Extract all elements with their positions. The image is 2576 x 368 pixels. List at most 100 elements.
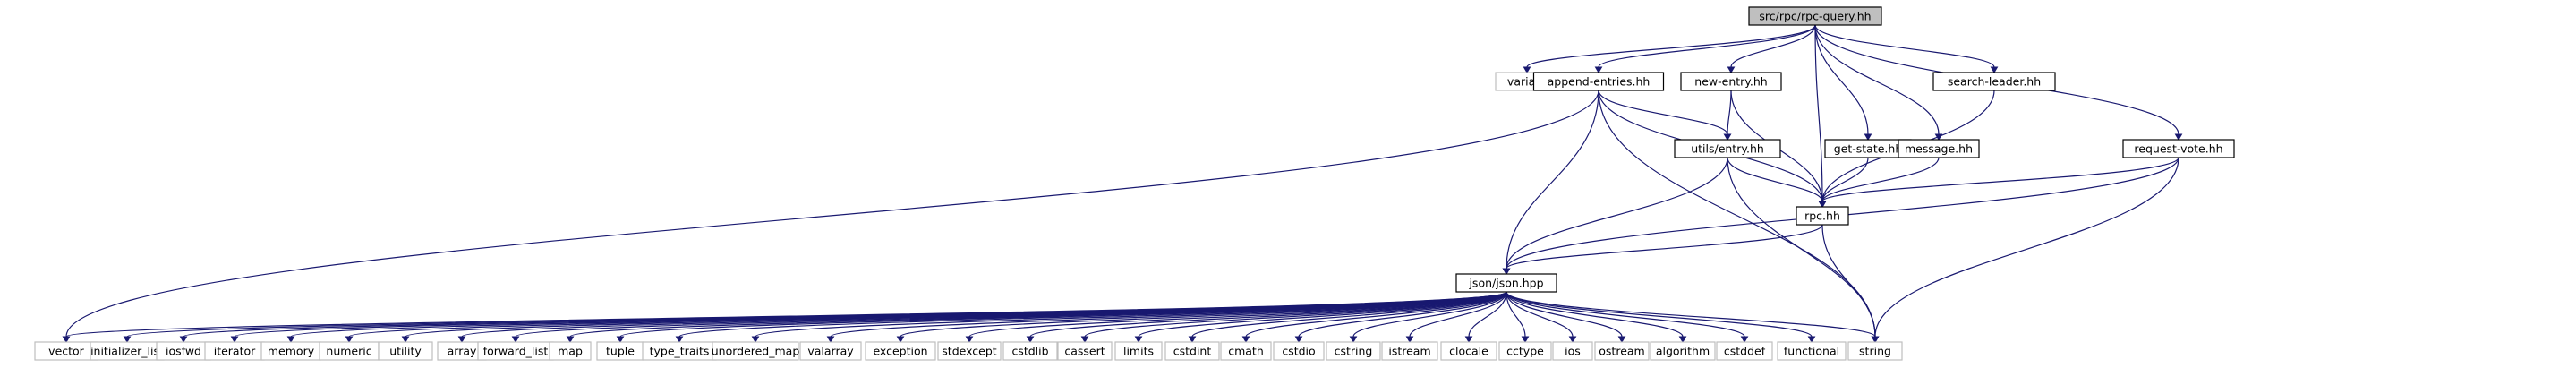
edge-arrowhead (1521, 336, 1530, 343)
edge-arrowhead (1294, 336, 1303, 343)
node-label: type_traits (650, 345, 710, 358)
edge-arrowhead (896, 336, 905, 343)
node-label: forward_list (483, 345, 549, 358)
edge-json-to-functional (1506, 291, 1816, 343)
edge-root-to-newentry (1727, 24, 1816, 73)
edge-append-to-json (1502, 90, 1599, 275)
edge-arrowhead (401, 336, 410, 343)
edge-arrowhead (1349, 336, 1358, 343)
node-cmath: cmath (1220, 341, 1272, 361)
edge-arrowhead (1871, 336, 1880, 343)
edge-getstate-to-rpc (1818, 157, 1869, 208)
edge-arrowhead (826, 336, 835, 343)
node-label: json/json.hpp (1468, 277, 1543, 290)
node-box (799, 341, 862, 361)
edge-line (1506, 291, 1813, 338)
edge-json-to-exception (896, 291, 1507, 343)
edge-arrowhead (1241, 336, 1250, 343)
node-label: cctype (1506, 345, 1544, 358)
node-cassert: cassert (1057, 341, 1113, 361)
node-cctype: cctype (1498, 341, 1552, 361)
edge-line (1298, 291, 1507, 338)
edge-arrowhead (457, 336, 466, 343)
edge-json-to-cstring (1349, 291, 1507, 343)
node-label: array (448, 345, 477, 358)
node-search[interactable]: search-leader.hh (1932, 72, 2056, 91)
node-label: limits (1123, 345, 1154, 358)
edge-json-to-cctype (1506, 291, 1530, 343)
node-iosfwd: iosfwd (156, 341, 211, 361)
edge-line (1727, 157, 1823, 202)
edge-line (1084, 291, 1507, 338)
node-rpc[interactable]: rpc.hh (1796, 206, 1849, 226)
edge-line (1821, 157, 1940, 202)
node-label: exception (873, 345, 927, 358)
node-label: ios (1565, 345, 1581, 358)
node-label: cstdint (1173, 345, 1212, 358)
node-newentry[interactable]: new-entry.hh (1680, 72, 1782, 91)
edge-line (1727, 157, 1876, 338)
node-box (1898, 139, 1980, 158)
edge-arrowhead (1464, 336, 1473, 343)
edge-line (1730, 24, 1816, 68)
node-box (1796, 206, 1849, 226)
node-getstate[interactable]: get-state.hh (1824, 139, 1912, 158)
node-utilsentry[interactable]: utils/entry.hh (1674, 139, 1781, 158)
node-root[interactable]: src/rpc/rpc-query.hh (1748, 6, 1882, 26)
node-label: src/rpc/rpc-query.hh (1759, 10, 1871, 23)
node-box (1932, 72, 2056, 91)
node-reqvote[interactable]: request-vote.hh (2122, 139, 2235, 158)
node-box (2122, 139, 2235, 158)
edge-arrowhead (511, 336, 520, 343)
edge-line (1506, 291, 1623, 338)
edge-arrowhead (123, 336, 132, 343)
node-memory: memory (260, 341, 321, 361)
edge-utilsentry-to-json (1502, 157, 1728, 275)
edge-arrowhead (1723, 133, 1732, 141)
node-json[interactable]: json/json.hpp (1455, 273, 1557, 293)
node-box (865, 341, 936, 361)
node-box (1777, 341, 1847, 361)
edge-arrowhead (1026, 336, 1035, 343)
node-label: clocale (1449, 345, 1488, 358)
edge-line (1814, 24, 1823, 202)
node-label: iosfwd (166, 345, 201, 358)
edge-line (1598, 90, 1876, 338)
edge-line (1506, 291, 1574, 338)
node-box (1594, 341, 1650, 361)
node-box (1498, 341, 1552, 361)
edge-arrowhead (1740, 336, 1749, 343)
edge-reqvote-to-string (1871, 157, 2179, 343)
node-box (1532, 72, 1665, 91)
node-box (1057, 341, 1113, 361)
node-message[interactable]: message.hh (1898, 139, 1980, 158)
node-box (937, 341, 1002, 361)
node-label: functional (1784, 345, 1839, 358)
node-box (1326, 341, 1381, 361)
node-box (1674, 139, 1781, 158)
edge-line (1814, 24, 1995, 68)
node-cstdlib: cstdlib (1002, 341, 1058, 361)
node-box (1455, 273, 1557, 293)
node-append[interactable]: append-entries.hh (1532, 72, 1665, 91)
edge-arrowhead (286, 336, 295, 343)
edge-line (1468, 291, 1507, 338)
node-label: iterator (214, 345, 256, 358)
edge-line (1191, 291, 1507, 338)
edge-arrowhead (1678, 336, 1687, 343)
node-box (712, 341, 799, 361)
edge-root-to-append (1594, 24, 1816, 73)
edge-line (1598, 90, 1728, 135)
node-stdexcept: stdexcept (937, 341, 1002, 361)
edge-arrowhead (566, 336, 575, 343)
node-box (1114, 341, 1163, 361)
node-label: cassert (1064, 345, 1105, 358)
node-tuple: tuple (596, 341, 644, 361)
node-label: istream (1388, 345, 1430, 358)
edge-arrowhead (751, 336, 760, 343)
node-label: vector (48, 345, 85, 358)
node-string: string (1847, 341, 1903, 361)
node-box (1381, 341, 1438, 361)
node-vector: vector (34, 341, 98, 361)
